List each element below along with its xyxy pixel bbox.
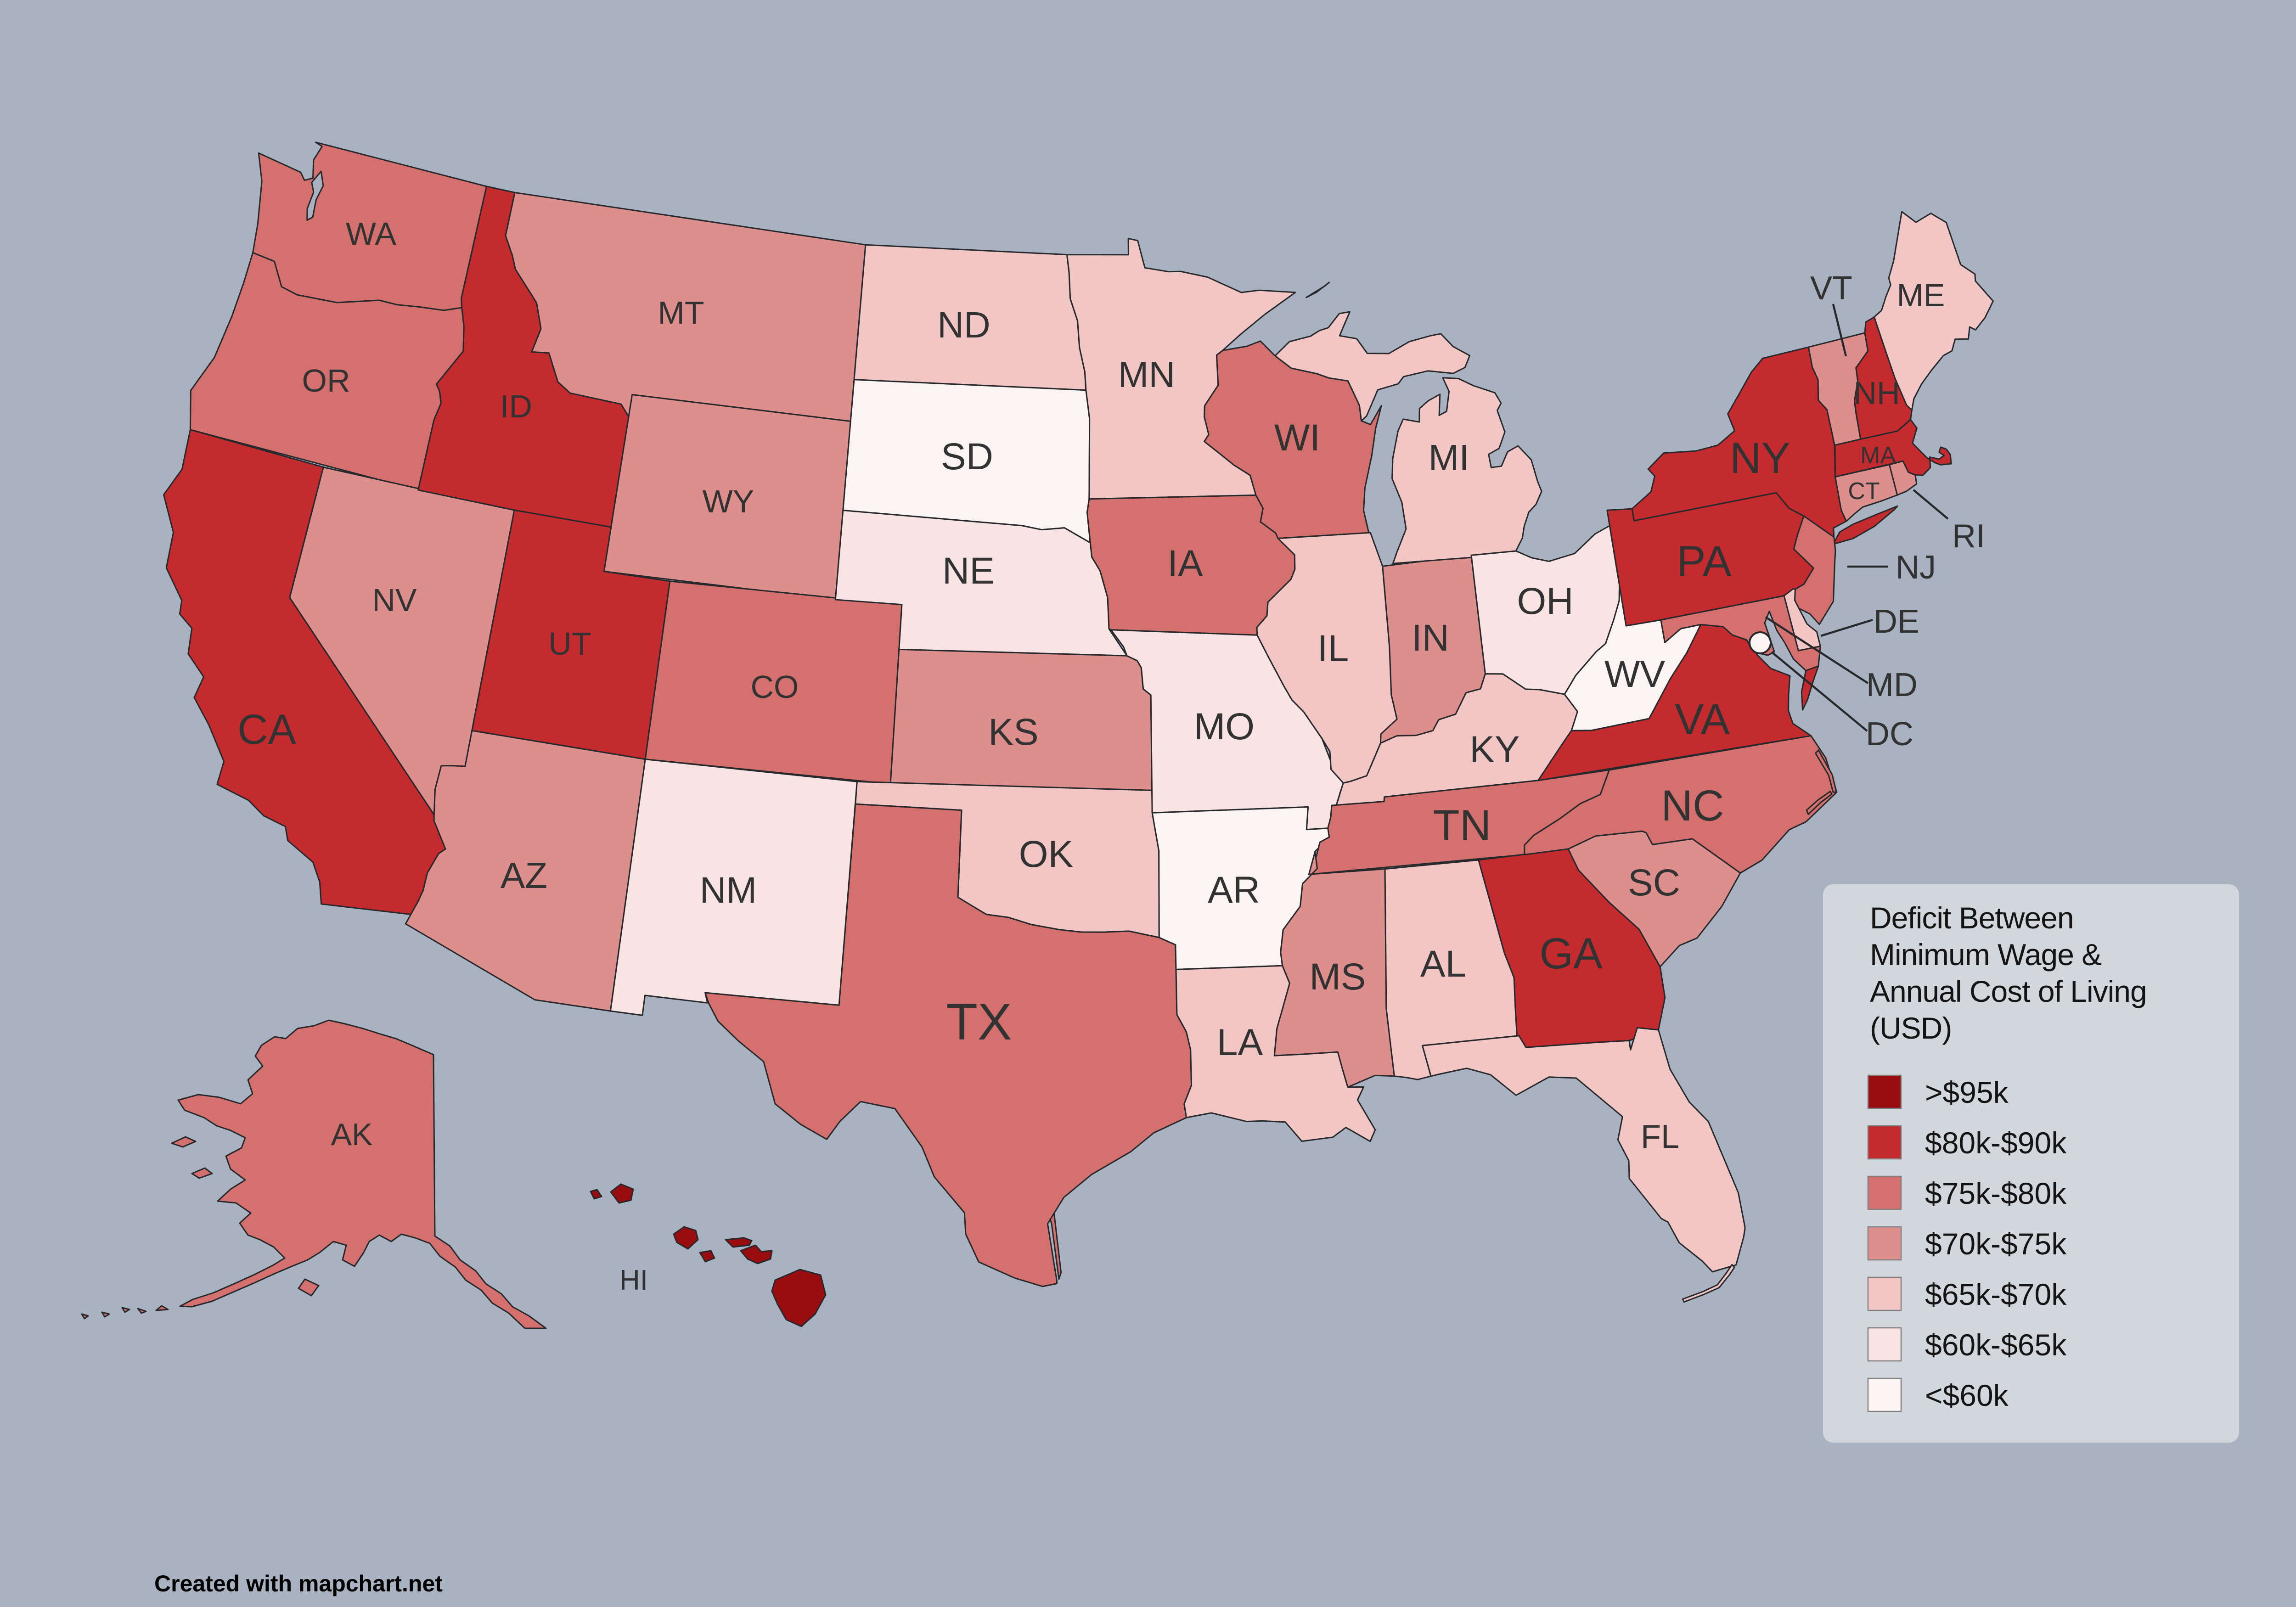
svg-text:OH: OH (1517, 580, 1574, 622)
svg-text:MT: MT (658, 295, 704, 331)
svg-text:SC: SC (1628, 862, 1680, 904)
svg-text:MA: MA (1860, 442, 1896, 469)
svg-text:Created with mapchart.net: Created with mapchart.net (154, 1571, 443, 1596)
svg-text:CT: CT (1848, 478, 1880, 505)
svg-text:IN: IN (1412, 617, 1449, 659)
svg-text:<$60k: <$60k (1925, 1378, 2009, 1412)
svg-text:MD: MD (1866, 667, 1918, 703)
svg-text:Annual Cost of Living: Annual Cost of Living (1870, 974, 2147, 1008)
svg-text:MO: MO (1194, 706, 1255, 747)
svg-text:NJ: NJ (1896, 549, 1936, 586)
svg-text:ID: ID (500, 388, 532, 424)
svg-text:ND: ND (937, 304, 990, 345)
svg-text:HI: HI (619, 1264, 648, 1296)
svg-text:NH: NH (1853, 375, 1900, 411)
svg-text:WY: WY (703, 483, 754, 519)
svg-text:SD: SD (941, 436, 993, 478)
svg-text:OK: OK (1019, 833, 1073, 875)
svg-text:TX: TX (946, 993, 1012, 1051)
svg-text:$60k-$65k: $60k-$65k (1925, 1328, 2067, 1362)
svg-text:Deficit Between: Deficit Between (1870, 901, 2074, 935)
svg-text:$80k-$90k: $80k-$90k (1925, 1126, 2067, 1160)
svg-text:DC: DC (1866, 716, 1913, 753)
svg-text:AL: AL (1420, 943, 1466, 985)
svg-text:MS: MS (1310, 956, 1366, 998)
svg-text:VA: VA (1675, 695, 1730, 744)
svg-text:WV: WV (1604, 653, 1665, 695)
svg-text:IL: IL (1317, 628, 1349, 669)
svg-text:WI: WI (1274, 417, 1320, 459)
svg-text:PA: PA (1677, 537, 1732, 586)
svg-text:WA: WA (346, 216, 396, 252)
svg-text:TN: TN (1433, 801, 1491, 850)
svg-text:>$95k: >$95k (1925, 1075, 2009, 1109)
svg-text:$70k-$75k: $70k-$75k (1925, 1227, 2067, 1261)
svg-text:KS: KS (988, 711, 1038, 753)
svg-text:AR: AR (1208, 869, 1260, 911)
svg-text:NC: NC (1661, 781, 1724, 830)
svg-text:NV: NV (372, 582, 417, 618)
svg-text:$65k-$70k: $65k-$70k (1925, 1277, 2067, 1311)
svg-text:AZ: AZ (501, 855, 547, 896)
svg-text:NM: NM (700, 870, 757, 910)
svg-text:VT: VT (1810, 270, 1852, 307)
svg-text:IA: IA (1167, 543, 1203, 584)
svg-text:GA: GA (1539, 929, 1603, 978)
svg-text:NY: NY (1730, 434, 1790, 483)
svg-text:KY: KY (1469, 729, 1519, 770)
svg-text:(USD): (USD) (1870, 1011, 1952, 1045)
svg-text:AK: AK (331, 1117, 373, 1152)
svg-text:RI: RI (1952, 518, 1985, 555)
svg-text:ME: ME (1897, 277, 1945, 313)
svg-text:Minimum Wage &: Minimum Wage & (1870, 938, 2101, 972)
svg-text:OR: OR (302, 363, 350, 399)
svg-text:$75k-$80k: $75k-$80k (1925, 1176, 2067, 1210)
svg-text:CA: CA (237, 706, 296, 753)
svg-text:CO: CO (751, 669, 799, 705)
svg-text:UT: UT (548, 626, 591, 662)
svg-text:FL: FL (1641, 1118, 1679, 1155)
svg-text:MI: MI (1429, 437, 1469, 478)
svg-text:NE: NE (942, 550, 995, 592)
svg-text:MN: MN (1118, 354, 1175, 395)
svg-text:DE: DE (1874, 603, 1919, 640)
svg-text:LA: LA (1217, 1022, 1263, 1063)
